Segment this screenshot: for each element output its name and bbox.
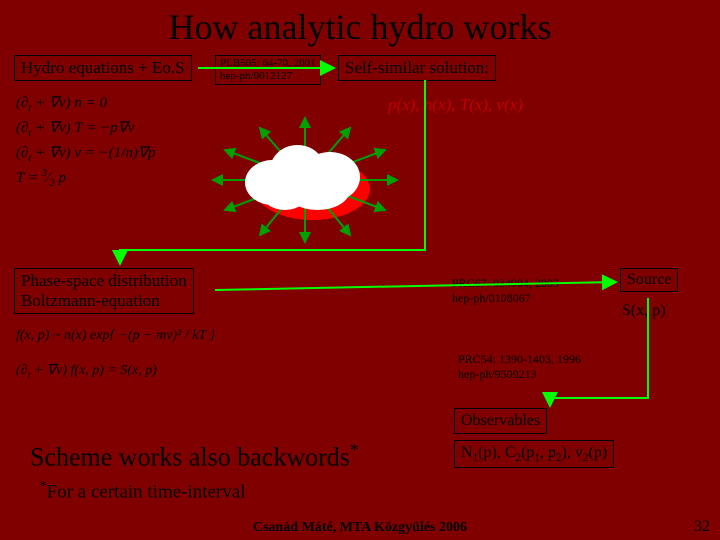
hydro-eq-2: (∂t + ∇v) T = −p∇v xyxy=(16,117,156,142)
observables-formula-box: N1(p), C2(p1, p2), v2(p) xyxy=(454,440,614,468)
hydro-equations: (∂t + ∇v) n = 0 (∂t + ∇v) T = −p∇v (∂t +… xyxy=(16,92,156,192)
scheme-statement: Scheme works also backwords* xyxy=(30,440,359,473)
page-number: 32 xyxy=(694,518,710,536)
boltzmann-eq-2: (∂t + ∇v) f(x, p) = S(x, p) xyxy=(16,360,215,383)
ref-prc54-line1: PRC54: 1390-1403, 1996 xyxy=(458,352,581,367)
ref-plb-line1: PLB505: 64-70, 2001 xyxy=(220,57,316,70)
ref-prc67-line1: PRC67: 034904, 2003 xyxy=(452,276,559,291)
phase-space-line1: Phase-space distribution xyxy=(21,271,187,291)
scheme-sup: * xyxy=(350,440,359,460)
scheme-text: Scheme works also backwords xyxy=(30,443,350,472)
observables-box: Observables xyxy=(454,408,547,434)
boltzmann-eq-1: f(x, p) ~ n(x) exp{ −(p − mv)² / kT } xyxy=(16,325,215,346)
source-function-label: S(x, p) xyxy=(622,302,666,320)
self-similar-functions: p(x), n(x), T(x), v(x) xyxy=(388,92,523,118)
slide-title: How analytic hydro works xyxy=(0,0,720,48)
source-box: Source xyxy=(620,268,678,292)
cloud-icon xyxy=(245,140,365,215)
fireball-diagram xyxy=(205,110,405,250)
boltzmann-equations: f(x, p) ~ n(x) exp{ −(p − mv)² / kT } (∂… xyxy=(16,325,215,383)
phase-space-line2: Boltzmann-equation xyxy=(21,291,187,311)
ref-prc67-line2: hep-ph/0108067 xyxy=(452,291,559,306)
footer-text: Csanád Máté, MTA Közgyülés 2006 xyxy=(0,520,720,536)
hydro-eq-3: (∂t + ∇v) v = −(1/n)∇p xyxy=(16,142,156,167)
ref-plb-box: PLB505: 64-70, 2001 hep-ph/0012127 xyxy=(215,55,321,85)
self-similar-box: Self-similar solution: xyxy=(338,55,496,81)
ref-plb-line2: hep-ph/0012127 xyxy=(220,70,316,83)
footnote: *For a certain time-interval xyxy=(40,478,246,503)
ref-prc54: PRC54: 1390-1403, 1996 hep-ph/9509213 xyxy=(458,352,581,382)
hydro-eos-box: Hydro equations + Eo.S xyxy=(14,55,192,81)
hydro-eq-1: (∂t + ∇v) n = 0 xyxy=(16,92,156,117)
phase-space-box: Phase-space distribution Boltzmann-equat… xyxy=(14,268,194,314)
footnote-text: For a certain time-interval xyxy=(47,481,246,502)
footnote-sup: * xyxy=(40,478,47,493)
ref-prc67: PRC67: 034904, 2003 hep-ph/0108067 xyxy=(452,276,559,306)
ref-prc54-line2: hep-ph/9509213 xyxy=(458,367,581,382)
observables-formula: N1(p), C2(p1, p2), v2(p) xyxy=(461,444,607,461)
hydro-eq-4: T = 3⁄2 p xyxy=(16,166,156,192)
